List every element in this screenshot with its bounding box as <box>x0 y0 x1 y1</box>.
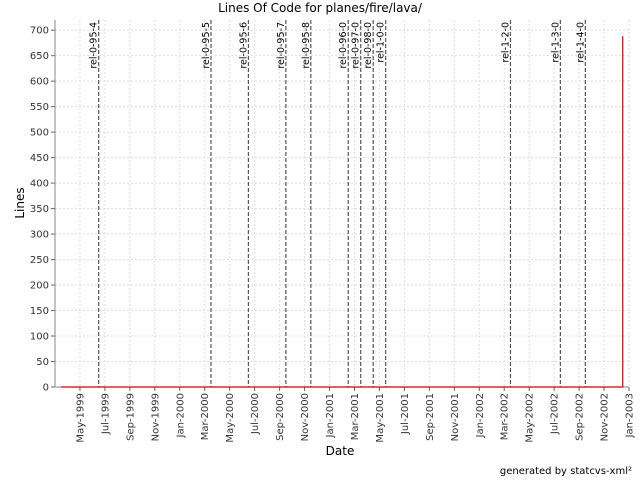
y-axis-label: Lines <box>13 187 27 218</box>
chart-title: Lines Of Code for planes/fire/lava/ <box>218 1 423 15</box>
release-label: rel-0-95-7 <box>276 22 287 69</box>
y-tick-label: 600 <box>30 77 49 88</box>
x-tick-label: Mar-2000 <box>200 393 211 440</box>
x-tick-label: Jan-2001 <box>325 393 336 438</box>
x-tick-label: Jan-2002 <box>475 393 486 438</box>
x-tick-label: May-2000 <box>225 393 236 443</box>
y-tick-label: 200 <box>30 281 49 292</box>
y-tick-label: 500 <box>30 128 49 139</box>
y-tick-label: 350 <box>30 204 49 215</box>
x-tick-label: Sep-2000 <box>275 393 286 441</box>
release-label: rel-0-95-8 <box>301 22 312 69</box>
x-tick-label: Sep-2002 <box>575 393 586 441</box>
x-tick-label: Jul-2000 <box>250 393 261 435</box>
release-label: rel-0-96-0 <box>338 22 349 69</box>
x-tick-label: Nov-2000 <box>300 393 311 441</box>
y-tick-label: 0 <box>43 383 49 394</box>
y-tick-label: 300 <box>30 230 49 241</box>
y-tick-label: 400 <box>30 179 49 190</box>
x-tick-label: Mar-2002 <box>500 393 511 440</box>
x-tick-label: May-2002 <box>525 393 536 443</box>
plot-area <box>55 20 629 387</box>
x-tick-label: Sep-2001 <box>425 393 436 441</box>
y-tick-label: 100 <box>30 332 49 343</box>
x-axis-label: Date <box>326 444 355 458</box>
x-tick-label: Jul-2002 <box>550 393 561 435</box>
x-tick-label: Jan-2003 <box>625 393 636 438</box>
x-tick-label: May-1999 <box>75 393 86 443</box>
x-tick-label: Nov-1999 <box>150 393 161 441</box>
x-tick-label: May-2001 <box>375 393 386 443</box>
release-label: rel-0-95-5 <box>201 22 212 69</box>
x-tick-label: Sep-1999 <box>125 393 136 441</box>
x-tick-label: Jan-2000 <box>175 393 186 438</box>
y-tick-label: 50 <box>36 357 49 368</box>
y-tick-label: 550 <box>30 102 49 113</box>
y-tick-label: 650 <box>30 51 49 62</box>
y-tick-label: 700 <box>30 26 49 37</box>
x-tick-label: Nov-2001 <box>450 393 461 441</box>
release-label: rel-1-3-0 <box>550 22 561 63</box>
footer: generated by statcvs-xml² <box>500 466 632 477</box>
x-tick-label: Jul-1999 <box>100 393 111 435</box>
release-label: rel-1-4-0 <box>575 22 586 63</box>
y-tick-label: 450 <box>30 153 49 164</box>
data-line <box>61 36 624 388</box>
y-tick-label: 150 <box>30 306 49 317</box>
x-tick-label: Nov-2002 <box>600 393 611 441</box>
release-label: rel-0-98-0 <box>363 22 374 69</box>
release-label: rel-1-2-0 <box>500 22 511 63</box>
release-label: rel-0-97-0 <box>351 22 362 69</box>
y-tick-label: 250 <box>30 255 49 266</box>
release-label: rel-1-0-0 <box>376 22 387 63</box>
x-tick-label: Mar-2001 <box>350 393 361 440</box>
release-label: rel-0-95-4 <box>89 22 100 69</box>
x-tick-label: Jul-2001 <box>400 393 411 435</box>
release-label: rel-0-95-6 <box>238 22 249 69</box>
